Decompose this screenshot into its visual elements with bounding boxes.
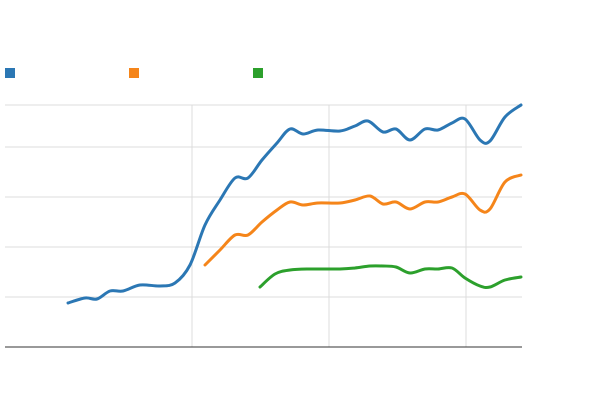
legend-swatch [129, 68, 139, 78]
series-line [203, 173, 523, 267]
legend-swatch [253, 68, 263, 78]
legend-swatch [5, 68, 15, 78]
series-line [66, 103, 523, 305]
series-line [258, 264, 523, 290]
